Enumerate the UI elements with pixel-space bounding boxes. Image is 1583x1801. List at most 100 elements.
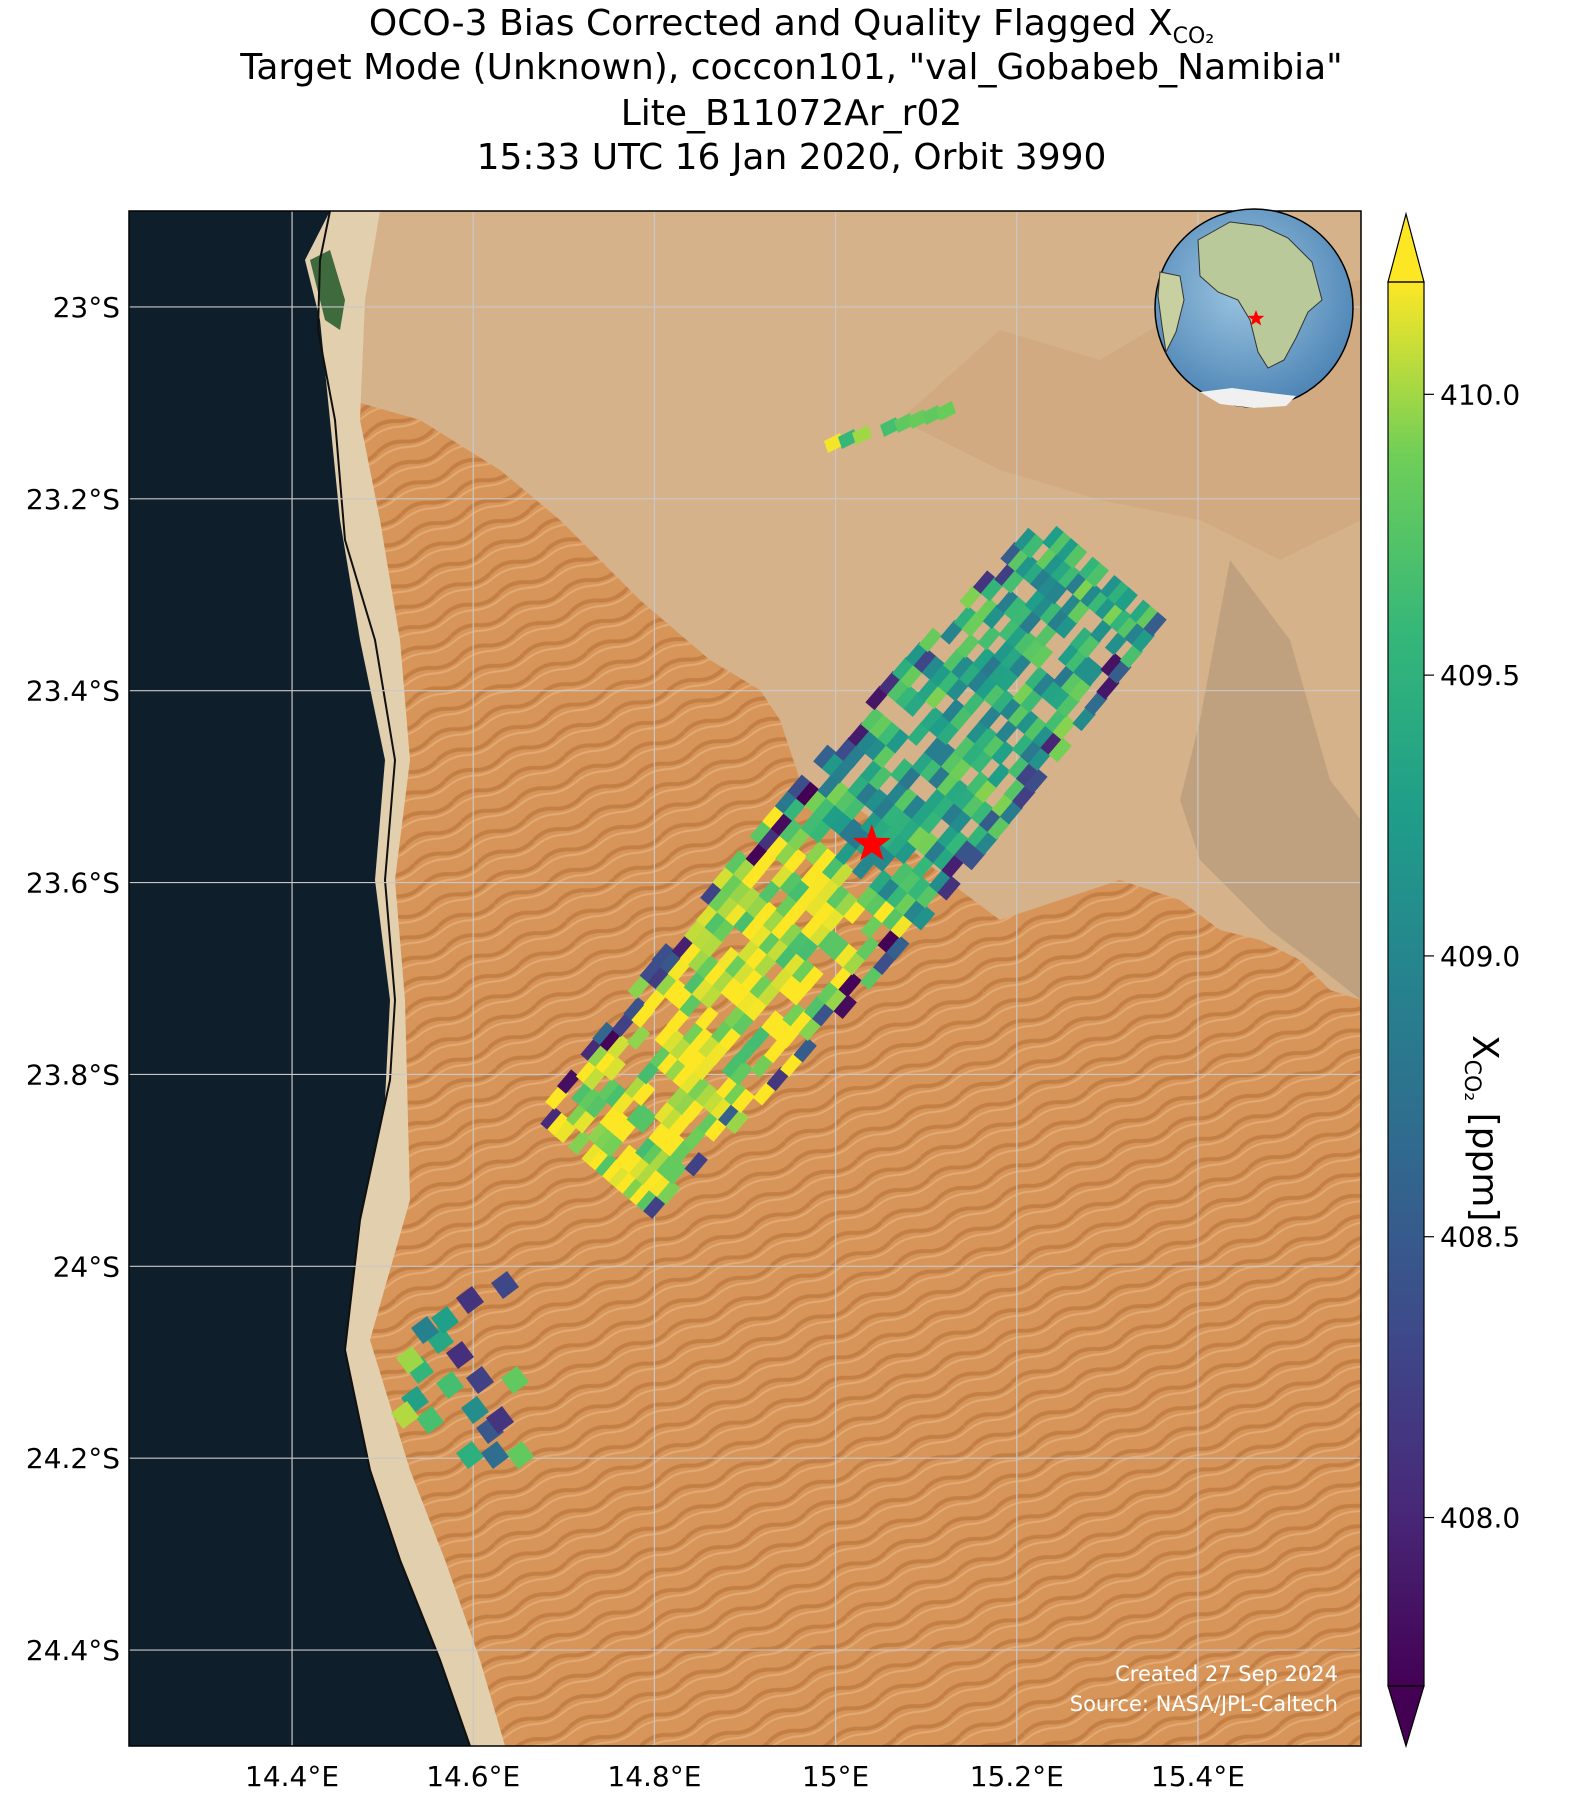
sounding-footprint — [953, 734, 978, 760]
sounding-footprint — [919, 809, 944, 835]
sounding-footprint — [907, 824, 931, 850]
sounding-footprint — [681, 1098, 706, 1123]
sounding-footprint — [1024, 717, 1048, 742]
sounding-footprint — [817, 774, 841, 799]
sounding-footprint — [868, 765, 893, 791]
sounding-footprint — [642, 1141, 666, 1167]
sounding-footprint — [391, 1401, 419, 1429]
sounding-footprint — [581, 1141, 605, 1167]
sounding-footprint — [1096, 675, 1120, 700]
sounding-footprint — [851, 855, 876, 880]
sounding-footprint — [1070, 627, 1094, 652]
sounding-footprint — [775, 893, 799, 918]
sounding-footprint — [932, 846, 957, 871]
sounding-footprint — [800, 914, 825, 940]
sounding-footprint — [974, 778, 998, 803]
sounding-footprint — [775, 944, 799, 970]
sounding-footprint — [627, 974, 652, 1000]
sounding-footprint — [1143, 611, 1167, 637]
sounding-footprint — [1067, 599, 1091, 624]
sounding-footprint — [822, 855, 846, 880]
sounding-footprint — [903, 898, 927, 924]
sounding-footprint — [894, 839, 918, 865]
sounding-footprint — [649, 1174, 674, 1199]
sounding-footprint — [1114, 587, 1138, 612]
colorbar-tick-label: 409.5 — [1440, 659, 1520, 692]
lon-tick-label: 14.6°E — [426, 1760, 520, 1793]
sounding-footprint — [1019, 609, 1043, 635]
sounding-footprint — [698, 1034, 722, 1059]
sounding-footprint — [826, 884, 850, 910]
sounding-footprint — [825, 987, 849, 1012]
sounding-footprint — [679, 992, 703, 1018]
title-line-3: Lite_B11072Ar_r02 — [620, 93, 963, 134]
sounding-footprint — [679, 941, 704, 966]
sounding-footprint — [898, 765, 922, 791]
sounding-footprint — [779, 819, 803, 844]
sounding-footprint — [821, 751, 846, 777]
sounding-footprint — [991, 689, 1016, 715]
colorbar-tick-label: 408.0 — [1440, 1502, 1520, 1535]
sounding-footprint — [877, 928, 901, 954]
lat-tick-label: 23.8°S — [26, 1058, 120, 1091]
sounding-footprint — [725, 1109, 750, 1134]
sounding-footprint — [667, 1085, 691, 1110]
sounding-footprint — [750, 923, 774, 949]
sounding-footprint — [966, 719, 990, 745]
sounding-footprint — [733, 960, 757, 986]
sounding-footprint — [932, 794, 956, 819]
sounding-footprint — [983, 682, 1007, 708]
sounding-footprint — [1102, 602, 1126, 628]
sounding-footprint — [683, 970, 708, 995]
sounding-footprint — [924, 787, 948, 812]
sounding-footprint — [987, 815, 1011, 840]
sounding-footprint — [486, 1406, 514, 1434]
sounding-footprint — [804, 789, 829, 814]
sounding-footprint — [780, 1052, 804, 1077]
lat-tick-label: 24.2°S — [26, 1442, 120, 1475]
sounding-footprint — [710, 1096, 734, 1122]
antarctica-landmass — [1200, 388, 1296, 408]
globe-inset-africa — [1154, 208, 1354, 408]
sounding-footprint — [804, 840, 829, 866]
sounding-footprint — [825, 781, 850, 806]
sounding-footprint — [762, 908, 787, 933]
sounding-footprint — [587, 1043, 612, 1069]
sounding-footprint — [1007, 703, 1032, 728]
sounding-footprint — [809, 818, 833, 844]
sounding-footprint — [813, 899, 837, 925]
sounding-footprint — [967, 668, 991, 694]
sounding-footprint — [890, 861, 914, 887]
sounding-footprint — [1032, 594, 1056, 620]
sounding-footprint — [843, 744, 867, 769]
sounding-footprint — [731, 1088, 755, 1114]
sounding-footprint — [891, 656, 916, 682]
sounding-footprint — [978, 808, 1003, 833]
sounding-footprint — [1024, 768, 1048, 794]
sounding-footprint — [894, 787, 918, 813]
sounding-footprint — [940, 620, 964, 645]
sounding-footprint — [481, 1441, 509, 1469]
sounding-footprint — [956, 633, 980, 659]
sounding-footprint — [959, 662, 983, 687]
sounding-footprint — [787, 826, 812, 851]
sounding-footprint — [928, 868, 953, 894]
sounding-footprint — [696, 1110, 721, 1136]
sounding-footprint — [1024, 588, 1048, 613]
sounding-footprint — [556, 1069, 581, 1094]
sounding-footprint — [895, 685, 919, 710]
sounding-footprint — [666, 1007, 691, 1033]
sounding-footprint — [723, 1082, 748, 1107]
sounding-footprint — [996, 589, 1020, 615]
sounding-footprint — [921, 655, 946, 681]
sounding-footprint — [936, 720, 961, 746]
sounding-footprint — [633, 1108, 658, 1134]
sounding-footprint — [757, 981, 782, 1007]
sounding-footprint — [978, 704, 1003, 730]
sounding-footprint — [736, 989, 761, 1015]
sounding-footprint — [758, 826, 782, 852]
sounding-footprint — [602, 1159, 626, 1184]
sounding-footprint — [668, 1112, 693, 1138]
sounding-footprint — [885, 780, 910, 806]
sounding-footprint — [1036, 546, 1060, 572]
